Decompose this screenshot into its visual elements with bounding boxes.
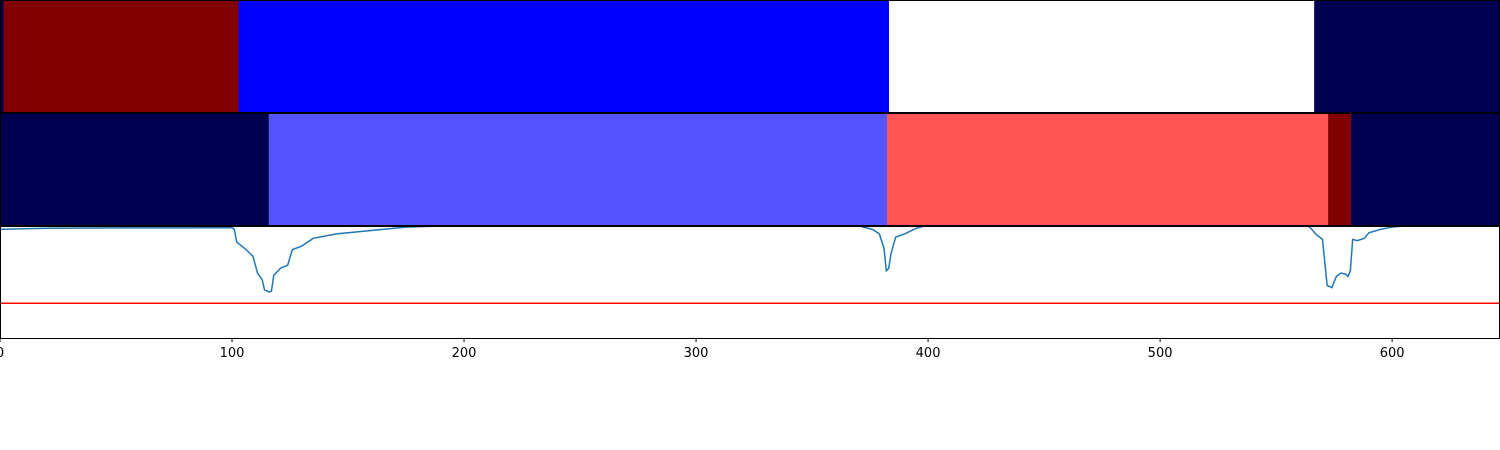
segment <box>1314 0 1500 112</box>
segment <box>1351 113 1500 225</box>
panel-frame <box>0 226 1500 339</box>
segment <box>268 113 888 225</box>
segment <box>0 113 269 225</box>
segment <box>3 0 239 112</box>
x-tick-label: 0 <box>0 346 4 361</box>
segment <box>238 0 890 112</box>
segment <box>887 113 1329 225</box>
x-tick-label: 300 <box>684 346 709 361</box>
x-tick-label: 200 <box>452 346 477 361</box>
x-tick-label: 400 <box>916 346 941 361</box>
plot-area <box>0 226 1500 305</box>
x-tick-label: 100 <box>220 346 245 361</box>
line <box>0 226 1412 293</box>
x-tick-label: 600 <box>1380 346 1405 361</box>
x-tick-label: 500 <box>1148 346 1173 361</box>
segment <box>0 0 4 112</box>
segment <box>889 0 1315 112</box>
segment <box>1328 113 1352 225</box>
